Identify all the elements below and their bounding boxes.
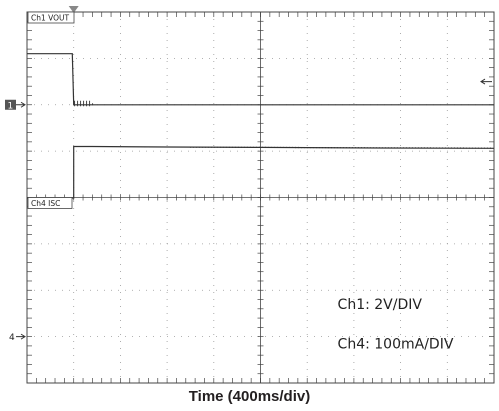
trace-noise: [189, 146, 491, 149]
grid: [26, 6, 495, 384]
trigger-marker: [68, 6, 79, 13]
scale-annotation: Ch4: 100mA/DIV: [338, 337, 454, 353]
right-edge-arrow: [480, 78, 492, 85]
trace-ch1-vout: [27, 53, 494, 106]
ground-marker-bg: [5, 99, 16, 110]
traces: [27, 53, 495, 199]
scale-annotation: Ch1: 2V/DIV: [338, 297, 423, 313]
channel-name-label: Ch1 VOUT: [31, 14, 70, 23]
channel-name-label: Ch4 ISC: [31, 199, 60, 208]
labels: Ch1 VOUT 1 Ch4 ISC 4 Ch1: 2V/DIV Ch4: 100mA/D…: [5, 11, 492, 353]
trace-noise: [74, 100, 94, 107]
channel-name-box: [27, 11, 75, 24]
ground-marker-label: 4: [9, 333, 15, 343]
x-axis-label: Time (400ms/div): [188, 388, 311, 405]
channel-name-box: [27, 197, 73, 209]
ground-marker-label: 1: [8, 101, 14, 111]
ground-marker-arrow: [16, 333, 26, 340]
ground-marker-arrow: [16, 101, 26, 108]
trace-ch4-isc: [27, 145, 495, 199]
